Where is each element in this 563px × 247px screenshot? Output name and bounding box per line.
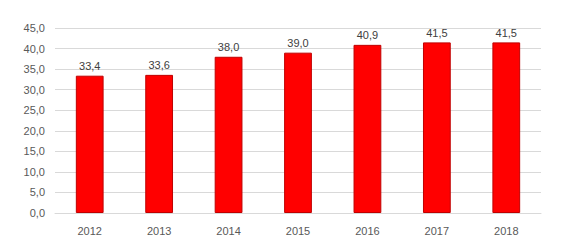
- svg-text:35,0: 35,0: [24, 63, 45, 75]
- svg-text:2018: 2018: [494, 225, 518, 237]
- svg-text:2017: 2017: [425, 225, 449, 237]
- svg-text:33,4: 33,4: [79, 60, 100, 72]
- svg-text:2013: 2013: [147, 225, 171, 237]
- svg-text:0,0: 0,0: [30, 207, 45, 219]
- svg-text:33,6: 33,6: [148, 59, 169, 71]
- svg-text:2014: 2014: [216, 225, 240, 237]
- svg-text:2016: 2016: [355, 225, 379, 237]
- svg-text:39,0: 39,0: [287, 37, 308, 49]
- svg-text:2012: 2012: [77, 225, 101, 237]
- svg-text:41,5: 41,5: [496, 27, 517, 39]
- svg-text:25,0: 25,0: [24, 104, 45, 116]
- svg-text:5,0: 5,0: [30, 186, 45, 198]
- svg-text:41,5: 41,5: [426, 27, 447, 39]
- svg-text:40,0: 40,0: [24, 43, 45, 55]
- svg-text:38,0: 38,0: [218, 41, 239, 53]
- svg-text:30,0: 30,0: [24, 84, 45, 96]
- svg-text:2015: 2015: [286, 225, 310, 237]
- svg-text:15,0: 15,0: [24, 145, 45, 157]
- svg-text:45,0: 45,0: [24, 22, 45, 34]
- svg-text:10,0: 10,0: [24, 166, 45, 178]
- svg-text:20,0: 20,0: [24, 125, 45, 137]
- svg-text:40,9: 40,9: [357, 29, 378, 41]
